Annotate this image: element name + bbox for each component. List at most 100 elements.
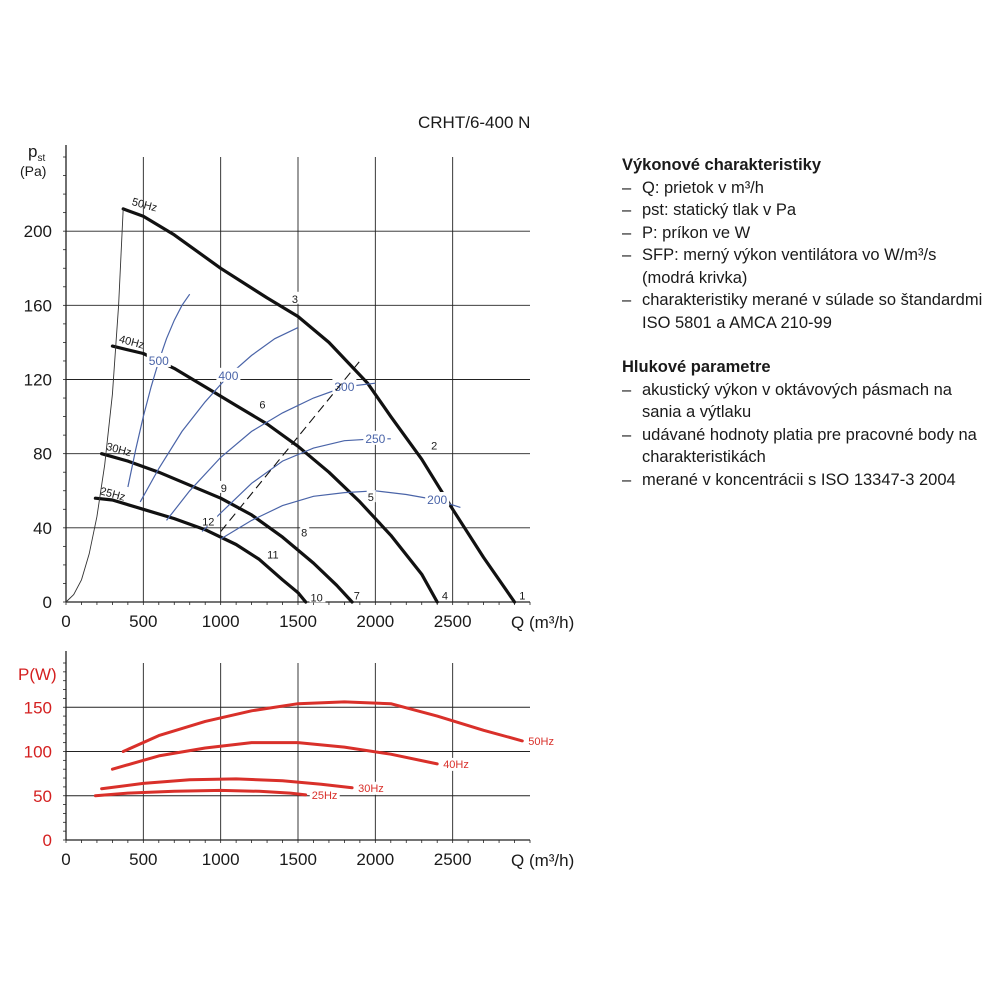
point-label-background — [366, 490, 376, 503]
operating-point-label-9: 9 — [221, 483, 227, 495]
legend-list-performance: Q: prietok v m³/h pst: statický tlak v P… — [622, 177, 992, 335]
power-frequency-label-30Hz: 30Hz — [358, 783, 384, 795]
point-label-background — [309, 590, 326, 603]
legend-item: P: príkon ve W — [622, 222, 992, 245]
point-label-background — [300, 525, 310, 538]
point-label-background — [219, 480, 229, 493]
y-tick-label: 40 — [33, 519, 52, 538]
sfp-label-300: 300 — [334, 380, 354, 394]
y-tick-label: 80 — [33, 445, 52, 464]
power-frequency-label-25Hz: 25Hz — [312, 790, 338, 802]
legend-list-noise: akustický výkon v oktávových pásmach na … — [622, 379, 992, 492]
legend-heading-noise: Hlukové parametre — [622, 358, 771, 376]
x-tick-label: 0 — [61, 850, 70, 869]
x-tick-label: 2500 — [434, 612, 472, 631]
pressure-curve-30Hz — [100, 452, 354, 604]
power-curve-50Hz — [121, 700, 524, 753]
power-chart: 0 500 1000 1500 2000 2500 0 50 100 150 Q (m³/h) P(W… — [18, 651, 574, 870]
operating-point-label-5: 5 — [368, 492, 374, 504]
operating-line-dashed — [220, 360, 361, 532]
x-tick-label: 2000 — [356, 612, 394, 631]
operating-point-label-4: 4 — [442, 590, 448, 602]
sfp-label-500: 500 — [149, 354, 169, 368]
power-curve-40Hz — [110, 741, 439, 771]
y-tick-label: 100 — [24, 743, 52, 762]
sfp-label-400: 400 — [218, 369, 238, 383]
x-tick-label: 2500 — [434, 850, 472, 869]
y-tick-label: 0 — [43, 593, 52, 612]
legend-item: SFP: merný výkon ventilátora vo W/m³/s (… — [622, 244, 992, 289]
x-axis-label: Q (m³/h) — [511, 613, 574, 632]
point-label-background — [290, 291, 300, 304]
x-tick-label: 500 — [129, 850, 157, 869]
legend-item: Q: prietok v m³/h — [622, 177, 992, 200]
sfp-label-background — [216, 367, 241, 382]
power-axis-label: P(W) — [18, 665, 57, 684]
power-frequency-label-40Hz: 40Hz — [443, 759, 469, 771]
chart-title: CRHT/6-400 N — [418, 113, 531, 132]
y-tick-label: 50 — [33, 787, 52, 806]
sfp-label-background — [146, 352, 171, 367]
point-label-background — [266, 547, 283, 560]
operating-point-label-10: 10 — [310, 592, 322, 604]
operating-point-label-1: 1 — [519, 590, 525, 602]
legend-panel: Výkonové charakteristiky Q: prietok v m³… — [622, 154, 992, 513]
power-label-background — [356, 781, 387, 795]
power-label-background — [309, 788, 340, 802]
system-resistance-curve — [65, 208, 124, 603]
sfp-curve-300 — [166, 382, 376, 521]
x-tick-label: 2000 — [356, 850, 394, 869]
point-label-background — [258, 397, 268, 410]
legend-item: merané v koncentrácii s ISO 13347-3 2004 — [622, 469, 992, 492]
operating-point-label-3: 3 — [292, 294, 298, 306]
y-axis-label-subscript: st — [37, 153, 45, 164]
sfp-curve-400 — [139, 327, 299, 503]
sfp-curve-500 — [127, 293, 191, 488]
point-label-background — [518, 588, 528, 601]
x-tick-label: 1500 — [279, 612, 317, 631]
x-tick-label: 1500 — [279, 850, 317, 869]
y-tick-label: 0 — [43, 831, 52, 850]
point-label-background — [430, 438, 440, 451]
y-tick-label: 150 — [24, 698, 52, 717]
legend-item: pst: statický tlak v Pa — [622, 199, 992, 222]
power-curve-25Hz — [93, 788, 308, 798]
power-label-background — [526, 734, 557, 748]
legend-item: akustický výkon v oktávových pásmach na … — [622, 379, 992, 424]
sfp-label-200: 200 — [427, 493, 447, 507]
sfp-curve-250 — [201, 438, 391, 532]
pressure-curve-25Hz — [93, 496, 308, 604]
y-axis-label: pst — [28, 142, 45, 164]
sfp-label-background — [363, 430, 388, 445]
sfp-label-250: 250 — [365, 432, 385, 446]
x-tick-label: 1000 — [202, 850, 240, 869]
y-tick-label: 160 — [24, 296, 52, 315]
legend-item: charakteristiky merané v súlade so štand… — [622, 289, 992, 334]
power-label-background — [441, 757, 472, 771]
operating-point-label-6: 6 — [259, 399, 265, 411]
operating-point-label-8: 8 — [301, 527, 307, 539]
point-label-background — [440, 588, 450, 601]
sfp-curve-200 — [220, 490, 461, 540]
x-axis-label: Q (m³/h) — [511, 851, 574, 870]
power-curve-30Hz — [100, 777, 354, 791]
sfp-label-background — [332, 378, 357, 393]
legend-heading-performance: Výkonové charakteristiky — [622, 156, 822, 174]
x-tick-label: 0 — [61, 612, 70, 631]
power-frequency-label-50Hz: 50Hz — [528, 736, 554, 748]
x-tick-label: 500 — [129, 612, 157, 631]
operating-point-label-7: 7 — [354, 590, 360, 602]
x-tick-label: 1000 — [202, 612, 240, 631]
operating-point-label-11: 11 — [267, 550, 278, 562]
y-axis-unit: (Pa) — [20, 163, 46, 179]
operating-point-label-2: 2 — [431, 440, 437, 452]
y-tick-label: 200 — [24, 222, 52, 241]
sfp-label-background — [425, 492, 450, 507]
point-label-background — [201, 514, 218, 527]
operating-point-label-12: 12 — [202, 516, 214, 528]
pressure-curve-50Hz — [121, 207, 517, 604]
legend-item: udávané hodnoty platia pre pracovné body… — [622, 424, 992, 469]
point-label-background — [352, 588, 362, 601]
